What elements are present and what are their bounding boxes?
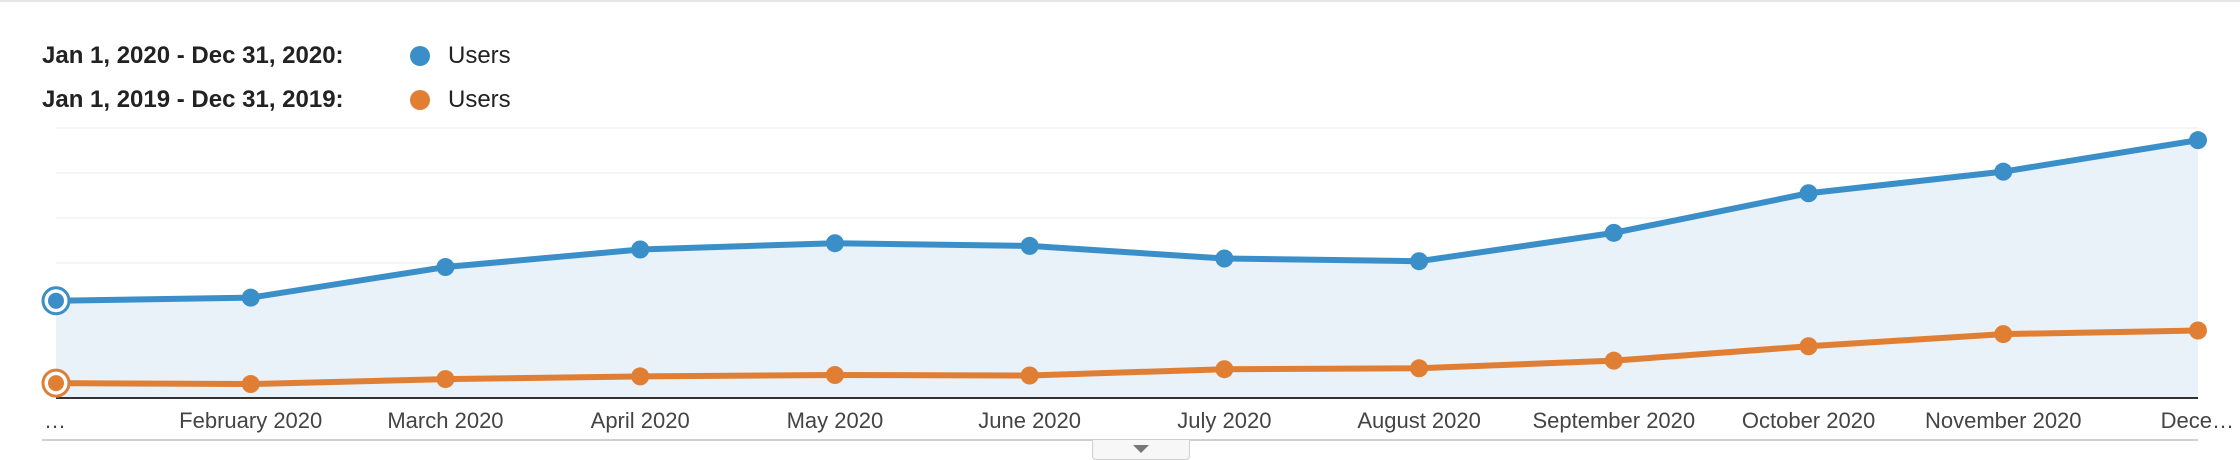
data-point (1410, 252, 1429, 271)
x-tick-label: August 2020 (1357, 408, 1481, 433)
legend-entry-current: Jan 1, 2020 - Dec 31, 2020: Users (42, 34, 511, 78)
data-point (1994, 325, 2013, 344)
x-tick-label: November 2020 (1925, 408, 2082, 433)
x-tick-label: June 2020 (978, 408, 1081, 433)
legend-metric-current: Users (448, 42, 511, 69)
data-point (1604, 223, 1623, 242)
legend-metric-previous: Users (448, 86, 511, 113)
data-point (825, 366, 844, 385)
data-point (1799, 184, 1818, 203)
data-point (1994, 162, 2013, 181)
legend-entry-previous: Jan 1, 2019 - Dec 31, 2019: Users (42, 78, 511, 122)
legend-range-current: Jan 1, 2020 - Dec 31, 2020: (42, 42, 344, 69)
x-tick-label: May 2020 (787, 408, 884, 433)
data-point (2189, 321, 2207, 340)
series-line-0 (53, 137, 2201, 304)
data-point (436, 370, 455, 389)
data-point (631, 240, 650, 259)
collapse-chart-button[interactable] (1092, 440, 1190, 460)
series-area-0 (56, 140, 2198, 398)
chevron-down-icon (1133, 445, 1149, 453)
data-point (241, 288, 260, 307)
data-point (241, 375, 260, 394)
data-point (1020, 366, 1039, 385)
data-point (1020, 236, 1039, 255)
data-point (1799, 337, 1818, 356)
legend: Jan 1, 2020 - Dec 31, 2020: Users Jan 1,… (42, 34, 511, 122)
data-point (825, 234, 844, 253)
data-point (2189, 131, 2207, 150)
data-point (436, 258, 455, 277)
legend-range-previous: Jan 1, 2019 - Dec 31, 2019: (42, 86, 344, 113)
x-tick-label: … (44, 408, 66, 433)
x-tick-label: March 2020 (387, 408, 503, 433)
data-point (1215, 360, 1234, 379)
data-point (48, 375, 64, 392)
legend-dot-previous (410, 90, 430, 110)
x-tick-label: Dece… (2161, 408, 2234, 433)
top-border (0, 0, 2240, 2)
data-point (1604, 351, 1623, 370)
data-point (631, 367, 650, 386)
legend-dot-current (410, 46, 430, 66)
x-tick-label: September 2020 (1532, 408, 1695, 433)
x-tick-label: October 2020 (1742, 408, 1875, 433)
x-tick-label: February 2020 (179, 408, 322, 433)
x-tick-label: April 2020 (591, 408, 690, 433)
series-line-1 (53, 327, 2201, 388)
x-tick-label: July 2020 (1177, 408, 1271, 433)
data-point (1410, 359, 1429, 378)
data-point (1215, 249, 1234, 268)
data-point (48, 292, 64, 309)
